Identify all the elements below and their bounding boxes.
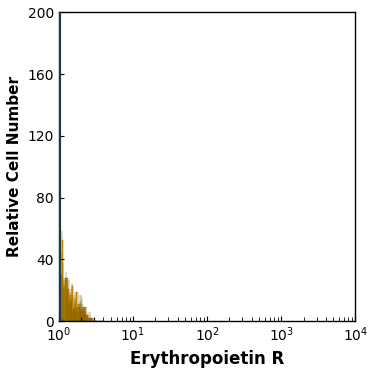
Bar (44, 150, 45, 321)
Bar (42, 147, 43, 321)
Bar (3, 282, 5, 321)
Bar (0, 289, 3, 321)
Bar (18, 213, 20, 321)
Bar (30, 117, 32, 321)
Bar (20, 202, 21, 321)
Bar (22, 172, 24, 321)
Bar (26, 202, 27, 321)
Bar (46, 162, 47, 321)
Bar (39, 162, 40, 321)
Bar (16, 246, 18, 321)
Bar (50, 268, 51, 321)
Bar (34, 101, 35, 321)
Bar (62, 240, 63, 321)
Bar (40, 196, 41, 321)
Bar (40, 104, 41, 321)
Bar (45, 141, 46, 321)
Bar (57, 319, 58, 321)
Bar (15, 238, 16, 321)
Bar (32, 56, 33, 321)
Bar (38, 90, 39, 321)
Bar (24, 152, 25, 321)
Bar (53, 312, 54, 321)
Bar (44, 198, 45, 321)
Bar (13, 227, 15, 321)
Bar (53, 147, 54, 321)
Bar (45, 198, 46, 321)
Bar (48, 176, 49, 321)
Bar (52, 176, 53, 321)
Bar (52, 294, 53, 321)
Bar (61, 280, 62, 321)
Bar (56, 228, 57, 321)
Bar (54, 310, 55, 321)
Bar (35, 159, 36, 321)
Bar (35, 117, 36, 321)
Bar (51, 282, 52, 321)
Bar (60, 252, 61, 321)
Bar (5, 289, 7, 321)
Bar (47, 236, 48, 321)
Bar (36, 159, 37, 321)
Bar (47, 130, 48, 321)
Bar (59, 228, 60, 321)
Bar (25, 214, 26, 321)
Bar (16, 209, 18, 321)
Bar (34, 176, 35, 321)
Bar (58, 211, 59, 321)
Bar (28, 243, 30, 321)
Bar (48, 261, 49, 321)
Bar (20, 246, 21, 321)
Bar (9, 252, 11, 321)
Bar (7, 263, 9, 321)
Bar (27, 185, 28, 321)
Bar (0, 287, 3, 321)
Bar (3, 278, 5, 321)
Bar (30, 194, 32, 321)
Bar (37, 97, 38, 321)
Bar (21, 175, 22, 321)
X-axis label: Erythropoietin R: Erythropoietin R (130, 350, 284, 368)
Bar (32, 199, 33, 321)
Bar (5, 282, 7, 321)
Bar (54, 220, 55, 321)
Bar (7, 268, 9, 321)
Bar (49, 147, 50, 321)
Bar (39, 97, 40, 321)
Bar (41, 140, 42, 321)
Bar (55, 310, 56, 321)
Bar (21, 217, 22, 321)
Bar (38, 188, 39, 321)
Bar (41, 147, 42, 321)
Bar (18, 257, 20, 321)
Bar (24, 225, 25, 321)
Bar (49, 257, 50, 321)
Bar (11, 259, 13, 321)
Bar (37, 165, 38, 321)
Bar (13, 289, 15, 321)
Bar (33, 67, 34, 321)
Bar (50, 153, 51, 321)
Bar (11, 252, 13, 321)
Bar (46, 246, 47, 321)
Bar (51, 138, 52, 321)
Bar (15, 231, 16, 321)
Bar (22, 260, 24, 321)
Bar (43, 138, 44, 321)
Bar (57, 205, 58, 321)
Bar (33, 205, 34, 321)
Bar (25, 165, 26, 321)
Bar (43, 175, 44, 321)
Bar (42, 159, 43, 321)
Bar (9, 246, 11, 321)
Bar (26, 97, 27, 321)
Y-axis label: Relative Cell Number: Relative Cell Number (7, 76, 22, 257)
Bar (28, 106, 30, 321)
Bar (27, 104, 28, 321)
Bar (36, 78, 37, 321)
Bar (55, 185, 56, 321)
